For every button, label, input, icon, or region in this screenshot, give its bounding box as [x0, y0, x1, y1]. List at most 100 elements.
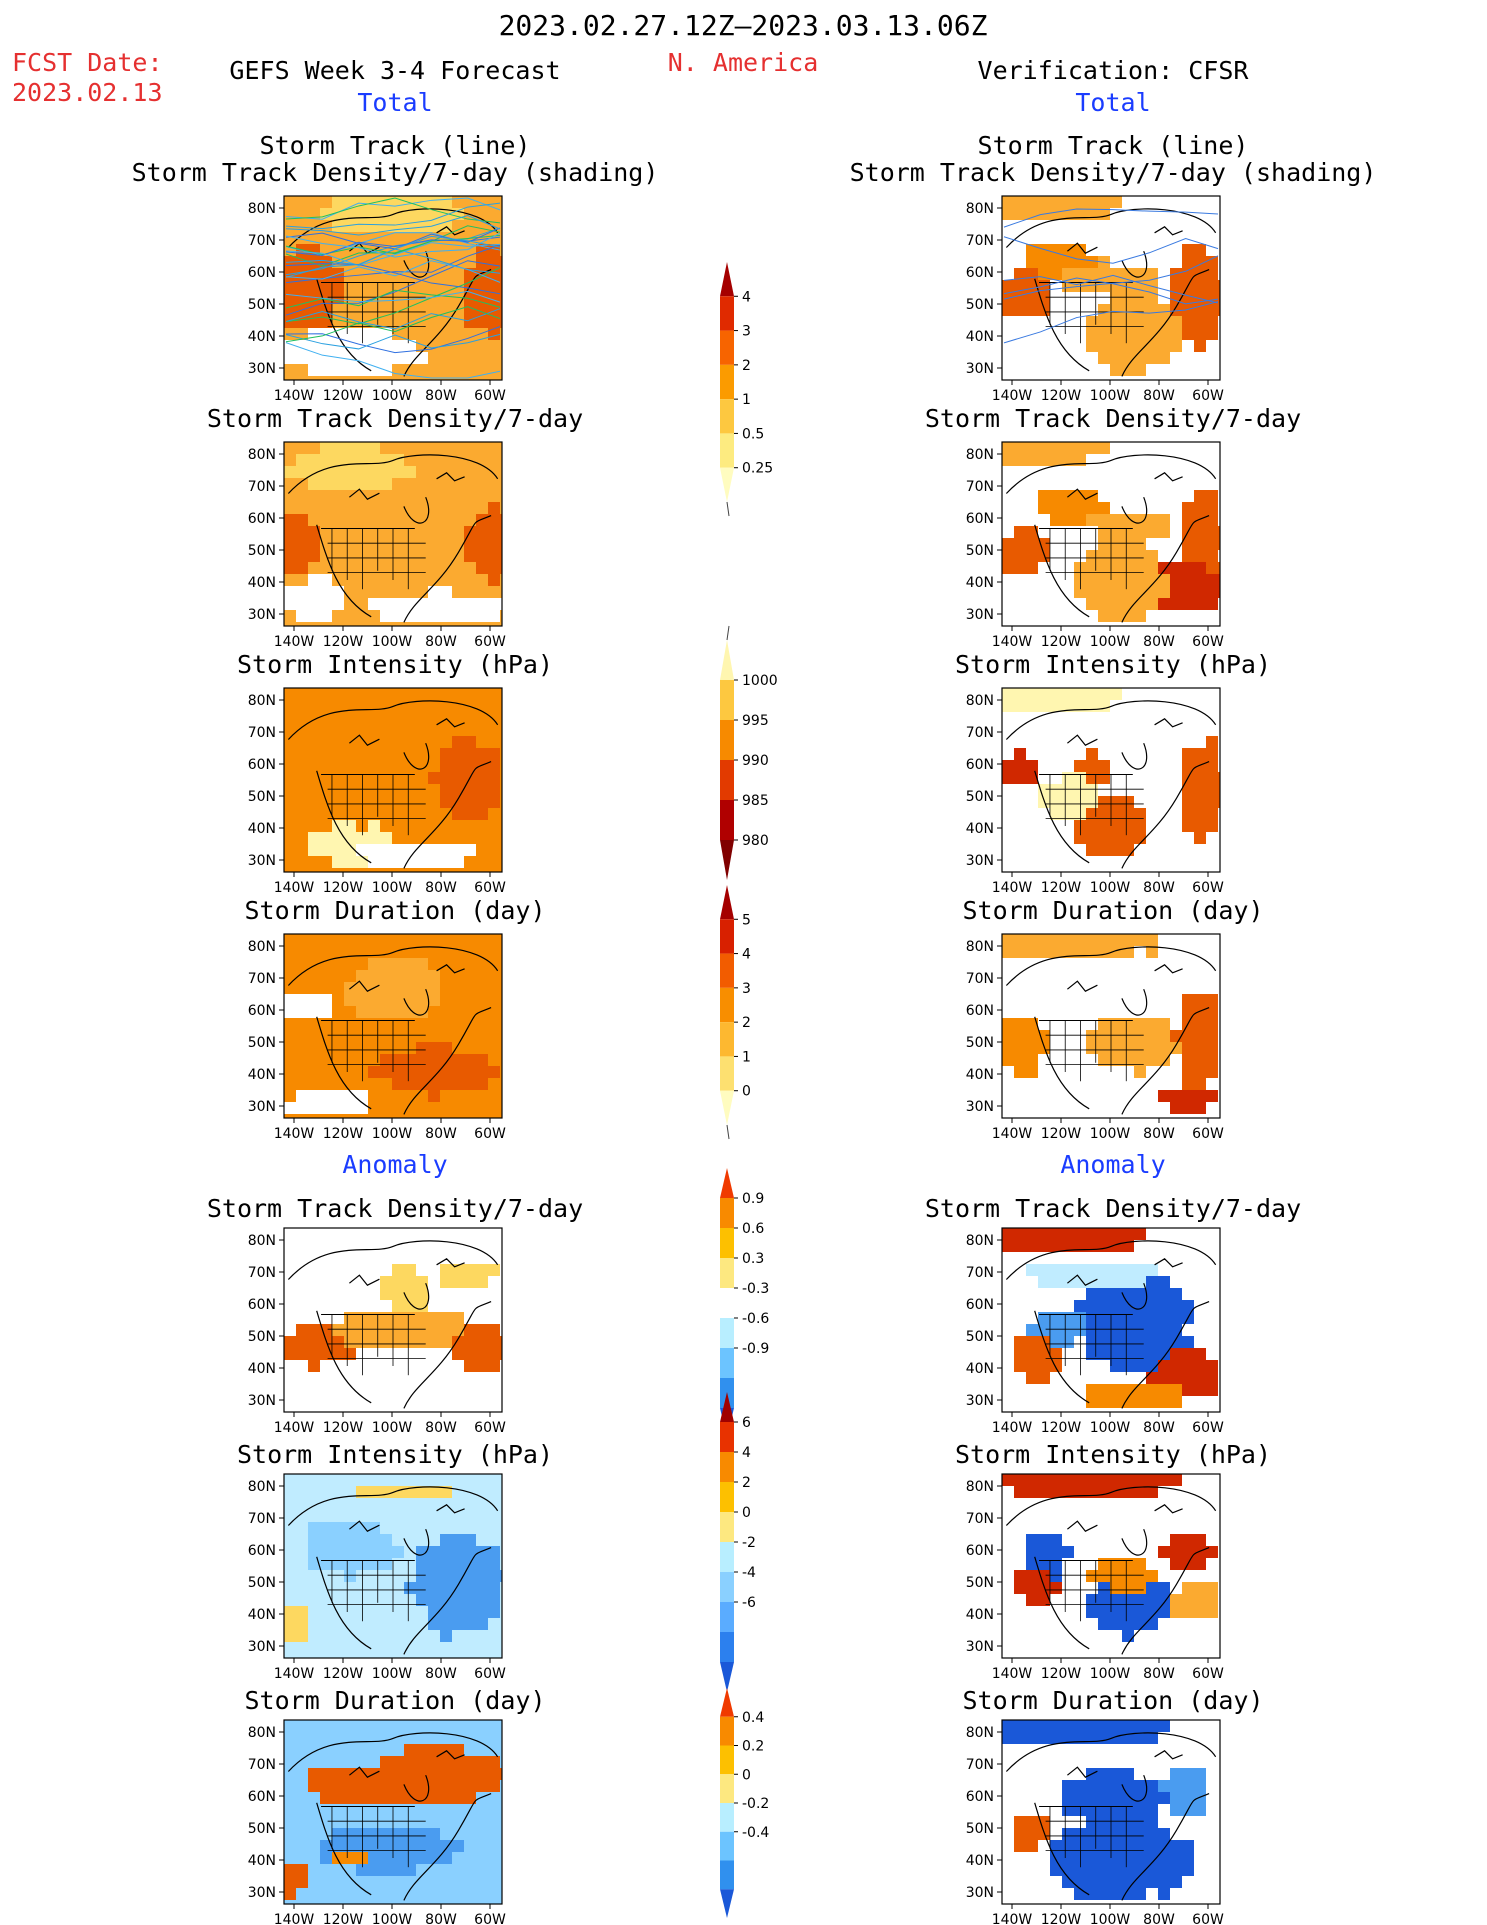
shade-cell — [1218, 1264, 1220, 1276]
shade-cell — [1134, 232, 1146, 244]
shade-cell — [1002, 1396, 1014, 1408]
shade-cell — [1134, 1360, 1146, 1372]
shade-cell — [392, 598, 404, 610]
shade-cell — [476, 772, 488, 784]
shade-cell — [488, 856, 500, 868]
shade-cell — [296, 1264, 308, 1276]
shade-cell — [1086, 1510, 1098, 1522]
shade-cell — [1038, 832, 1050, 844]
shade-cell — [1146, 1396, 1158, 1408]
shade-cell — [1098, 1876, 1110, 1888]
shade-cell — [1146, 1324, 1158, 1336]
shade-cell — [308, 1828, 320, 1840]
shade-cell — [1194, 712, 1206, 724]
shade-cell — [1170, 574, 1182, 586]
shade-cell — [1110, 1606, 1122, 1618]
shade-cell — [1038, 1558, 1050, 1570]
shade-cell — [1014, 994, 1026, 1006]
shade-cell — [344, 1828, 356, 1840]
shade-cell — [1038, 736, 1050, 748]
shade-cell — [1122, 1816, 1134, 1828]
shade-cell — [1050, 268, 1062, 280]
shade-cell — [1038, 1780, 1050, 1792]
shade-cell — [1050, 1618, 1062, 1630]
shade-cell — [1086, 1348, 1098, 1360]
shade-cell — [1158, 1228, 1170, 1240]
shade-cell — [416, 622, 428, 626]
colorbar-segment — [720, 800, 734, 840]
shade-cell — [344, 208, 356, 220]
shade-cell — [1194, 1252, 1206, 1264]
shade-cell — [428, 1570, 440, 1582]
shade-cell — [1050, 1816, 1062, 1828]
shade-cell — [500, 1498, 502, 1510]
shade-cell — [464, 304, 476, 316]
shade-cell — [1122, 1372, 1134, 1384]
shade-cell — [1110, 1828, 1122, 1840]
lat-tick-label: 50N — [966, 297, 994, 313]
shade-cell — [488, 772, 500, 784]
shade-cell — [1074, 1408, 1086, 1412]
shade-cell — [1194, 328, 1206, 340]
shade-cell — [356, 1006, 368, 1018]
shade-cell — [1206, 340, 1218, 352]
shade-cell — [1050, 364, 1062, 376]
lon-tick-label: 140W — [274, 1420, 315, 1436]
shade-cell — [368, 526, 380, 538]
title-density-anom-left: Storm Track Density/7-day — [206, 1194, 584, 1223]
shade-cell — [1206, 1816, 1218, 1828]
shade-cell — [1062, 1852, 1074, 1864]
shade-cell — [464, 1570, 476, 1582]
shade-cell — [1134, 550, 1146, 562]
shade-cell — [1050, 1744, 1062, 1756]
shade-cell — [500, 1828, 502, 1840]
shade-cell — [1074, 1348, 1086, 1360]
shade-cell — [1074, 1384, 1086, 1396]
shade-cell — [500, 982, 502, 994]
shade-cell — [416, 478, 428, 490]
shade-cell — [404, 466, 416, 478]
shade-cell — [1014, 1558, 1026, 1570]
shade-cell — [440, 982, 452, 994]
shade-cell — [356, 526, 368, 538]
colorbar-label: -0.4 — [742, 1825, 769, 1841]
map-frame — [1001, 441, 1221, 627]
shade-cell — [380, 1780, 392, 1792]
shade-cell — [1002, 466, 1014, 478]
shade-cell — [320, 1264, 332, 1276]
shade-cell — [1170, 1336, 1182, 1348]
shade-cell — [1014, 490, 1026, 502]
shade-cell — [1050, 586, 1062, 598]
shade-cell — [392, 1768, 404, 1780]
shade-cell — [1182, 562, 1194, 574]
shade-cell — [428, 340, 440, 352]
shade-cell — [1182, 970, 1194, 982]
shade-cell — [1206, 280, 1218, 292]
shade-cell — [296, 1360, 308, 1372]
colorbar-segment — [720, 1572, 734, 1602]
shade-cell — [356, 1030, 368, 1042]
shade-cell — [1218, 244, 1220, 256]
shade-cell — [1026, 1336, 1038, 1348]
colorbar-duration-anom: 0.40.20-0.2-0.4 — [720, 1688, 769, 1918]
lat-tick-label: 40N — [966, 1361, 994, 1377]
shade-cell — [1062, 958, 1074, 970]
shade-cell — [1218, 328, 1220, 340]
shade-cell — [1050, 220, 1062, 232]
shade-cell — [1170, 598, 1182, 610]
shade-cell — [284, 466, 296, 478]
shade-cell — [1002, 1288, 1014, 1300]
shade-cell — [1002, 736, 1014, 748]
shade-cell — [1158, 550, 1170, 562]
shade-cell — [1110, 574, 1122, 586]
shade-cell — [416, 442, 428, 454]
shade-cell — [308, 1654, 320, 1658]
shade-cell — [296, 586, 308, 598]
lon-tick-label: 140W — [992, 634, 1033, 650]
shade-cell — [404, 772, 416, 784]
shade-cell — [1098, 502, 1110, 514]
shade-cell — [284, 1054, 296, 1066]
shade-cell — [368, 1018, 380, 1030]
shade-cell — [1002, 280, 1014, 292]
shade-cell — [1182, 610, 1194, 622]
